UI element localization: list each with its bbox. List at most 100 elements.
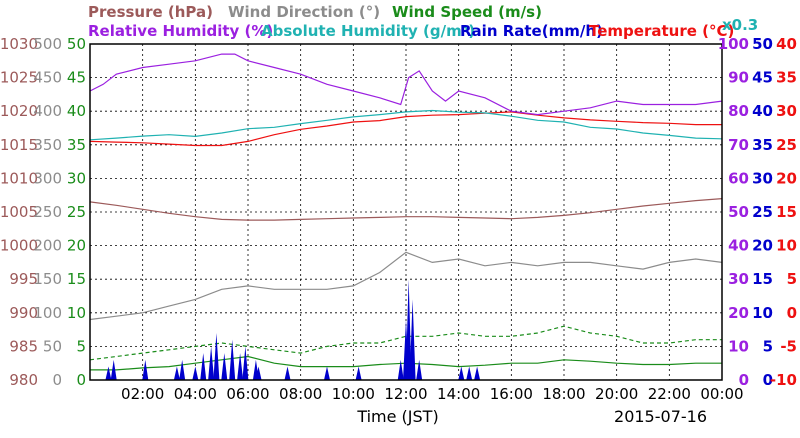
humidity-tick: 100 [718, 35, 749, 53]
x-tick-label: 04:00 [174, 385, 217, 403]
rain-rate-spike [242, 346, 249, 380]
pressure-tick: 985 [9, 337, 38, 355]
temperature-tick: 30 [776, 102, 797, 120]
rain-rate-tick: 40 [752, 102, 773, 120]
plot-frame [89, 43, 723, 381]
wind-direction-tick: 200 [33, 237, 62, 255]
rain-rate-spike [105, 366, 112, 380]
x-tick-label: 16:00 [490, 385, 533, 403]
temperature-tick: -5 [780, 337, 797, 355]
wind-direction-tick: 350 [33, 136, 62, 154]
temperature-tick: 20 [776, 169, 797, 187]
rain-rate-spike [255, 366, 262, 380]
rain-rate-spike [142, 359, 149, 380]
pressure-tick: 1010 [0, 169, 38, 187]
rain-rate-spike [229, 339, 236, 380]
x-tick-label: 02:00 [121, 385, 164, 403]
wind-gust-m-s-line [89, 325, 722, 361]
humidity-tick: 60 [728, 169, 749, 187]
wind-direction-tick: 300 [33, 169, 62, 187]
legend-pressure: Pressure (hPa) [88, 3, 213, 21]
legend-relative-humidity: Relative Humidity (%) [88, 22, 273, 40]
legend-wind-speed: Wind Speed (m/s) [392, 3, 542, 21]
x-tick-label: 22:00 [648, 385, 691, 403]
rain-rate-tick: 25 [752, 203, 773, 221]
wind-direction-line [89, 251, 723, 321]
rain-rate-spike [397, 359, 404, 380]
rain-rate-spike [409, 299, 416, 380]
temperature-tick: 35 [776, 69, 797, 87]
wind-speed-tick: 0 [76, 371, 86, 389]
legend-scale-note: x0.3 [722, 16, 758, 34]
humidity-tick: 10 [728, 337, 749, 355]
rain-rate-spike [110, 359, 117, 380]
temperature-tick: 25 [776, 136, 797, 154]
humidity-tick: 70 [728, 136, 749, 154]
wind-speed-tick: 20 [67, 237, 86, 255]
rain-rate-tick: 50 [752, 35, 773, 53]
x-tick-label: 08:00 [279, 385, 322, 403]
absolute-humidity-g-m-line [89, 109, 723, 141]
pressure-hpa-line [89, 198, 723, 221]
rain-rate-spike [416, 359, 423, 380]
x-tick-label: 00:00 [700, 385, 743, 403]
x-axis-label: Time (JST) [356, 407, 438, 426]
rain-rate-tick: 35 [752, 136, 773, 154]
x-tick-label: 06:00 [226, 385, 269, 403]
wind-direction-tick: 500 [33, 35, 62, 53]
pressure-tick: 1020 [0, 102, 38, 120]
humidity-tick: 30 [728, 270, 749, 288]
rain-rate-spike [208, 346, 215, 380]
pressure-tick: 990 [9, 304, 38, 322]
rain-rate-tick: 45 [752, 69, 773, 87]
rain-rate-spike [405, 279, 412, 380]
legend-absolute-humidity: Absolute Humidity (g/m³) [261, 22, 475, 40]
wind-speed-tick: 35 [67, 136, 86, 154]
relative-humidity-line [89, 53, 723, 116]
x-tick-label: 18:00 [542, 385, 585, 403]
wind-speed-tick: 40 [67, 102, 86, 120]
humidity-tick: 0 [739, 371, 749, 389]
wind-direction-tick: 50 [43, 337, 62, 355]
legend-temperature: Temperature (°C) [589, 22, 734, 40]
rain-rate-spike [466, 366, 473, 380]
pressure-tick: 1000 [0, 237, 38, 255]
pressure-tick: 995 [9, 270, 38, 288]
wind-speed-tick: 50 [67, 35, 86, 53]
rain-rate-spike [200, 353, 207, 380]
rain-rate-spike [355, 366, 362, 380]
wind-direction-tick: 400 [33, 102, 62, 120]
date-label: 2015-07-16 [614, 407, 707, 426]
wind-direction-tick: 150 [33, 270, 62, 288]
humidity-tick: 20 [728, 304, 749, 322]
temperature-tick: 0 [787, 304, 797, 322]
temperature-tick: 10 [776, 237, 797, 255]
temperature-tick: 40 [776, 35, 797, 53]
x-tick-label: 10:00 [332, 385, 375, 403]
temperature-c-line [89, 111, 722, 147]
rain-rate-spike [192, 366, 199, 380]
humidity-tick: 40 [728, 237, 749, 255]
rain-rate-spike [458, 366, 465, 380]
rain-rate-spike [213, 332, 220, 380]
pressure-tick: 1015 [0, 136, 38, 154]
pressure-tick: 1005 [0, 203, 38, 221]
wind-speed-tick: 10 [67, 304, 86, 322]
wind-speed-tick: 45 [67, 69, 86, 87]
rain-rate-tick: 0 [763, 371, 773, 389]
rain-rate-tick: 20 [752, 237, 773, 255]
series-layer [89, 53, 723, 380]
humidity-tick: 90 [728, 69, 749, 87]
humidity-tick: 80 [728, 102, 749, 120]
pressure-tick: 1030 [0, 35, 38, 53]
wind-speed-tick: 30 [67, 169, 86, 187]
x-tick-label: 14:00 [437, 385, 480, 403]
wind-direction-tick: 250 [33, 203, 62, 221]
rain-rate-tick: 15 [752, 270, 773, 288]
pressure-tick: 980 [9, 371, 38, 389]
rain-rate-spike [173, 366, 180, 380]
wind-direction-tick: 0 [52, 371, 62, 389]
x-tick-label: 12:00 [384, 385, 427, 403]
rain-rate-spike [474, 366, 481, 380]
